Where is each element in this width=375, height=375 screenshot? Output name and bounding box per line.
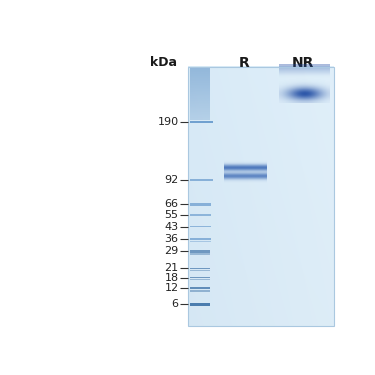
Bar — [190, 214, 211, 216]
Bar — [190, 277, 210, 278]
Bar — [190, 270, 210, 271]
Bar — [190, 121, 213, 123]
Text: 36: 36 — [165, 234, 178, 244]
Bar — [190, 253, 210, 255]
Text: R: R — [239, 56, 250, 70]
Bar — [190, 279, 210, 280]
Bar — [190, 203, 211, 206]
Bar — [190, 250, 210, 252]
Text: 21: 21 — [165, 263, 178, 273]
Text: 6: 6 — [172, 300, 178, 309]
Text: 29: 29 — [164, 246, 178, 256]
Bar — [188, 66, 334, 326]
Text: NR: NR — [291, 56, 314, 70]
Text: 12: 12 — [165, 284, 178, 293]
Bar — [190, 238, 211, 240]
Bar — [190, 241, 211, 242]
Bar — [190, 290, 210, 292]
Text: 92: 92 — [164, 175, 178, 185]
Bar — [190, 226, 211, 228]
Text: 66: 66 — [165, 200, 178, 209]
Bar — [190, 267, 210, 269]
Text: 190: 190 — [158, 117, 178, 127]
Text: 43: 43 — [165, 222, 178, 232]
Bar — [190, 178, 213, 181]
Text: 18: 18 — [165, 273, 178, 282]
Bar — [190, 303, 210, 306]
Text: kDa: kDa — [150, 56, 177, 69]
Bar — [190, 287, 210, 290]
Text: 55: 55 — [165, 210, 178, 220]
